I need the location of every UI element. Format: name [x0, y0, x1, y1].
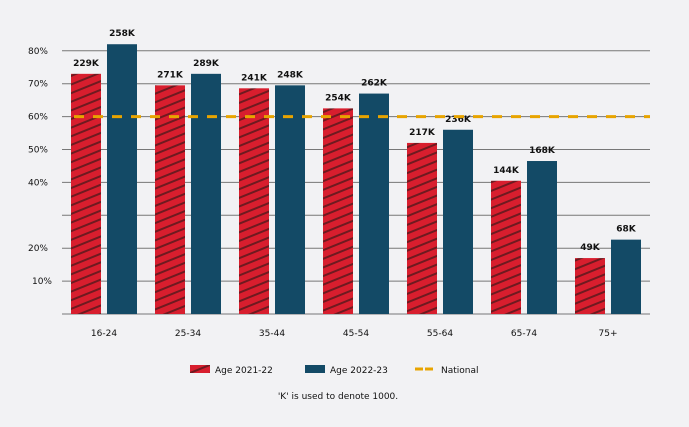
data-label: 229K	[73, 59, 100, 69]
y-tick-label: 70%	[28, 80, 48, 90]
x-tick-label: 45-54	[343, 329, 369, 339]
data-label: 144K	[493, 166, 520, 176]
bar-2021-22	[71, 73, 101, 314]
data-label: 254K	[325, 93, 352, 103]
bar-2022-23	[443, 129, 473, 314]
bar-2022-23	[107, 44, 137, 314]
bar-2021-22	[239, 88, 269, 314]
data-label: 236K	[445, 115, 472, 125]
legend-label: Age 2021-22	[215, 366, 273, 376]
data-label: 49K	[580, 243, 601, 253]
bar-2021-22	[323, 108, 353, 314]
bar-2022-23	[191, 73, 221, 314]
footnote: 'K' is used to denote 1000.	[278, 392, 398, 402]
data-label: 217K	[409, 128, 436, 138]
data-label: 271K	[157, 70, 184, 80]
legend-swatch-2022-23	[305, 365, 325, 373]
bar-2021-22	[491, 180, 521, 314]
legend-swatch-2021-22	[190, 365, 210, 373]
bar-2022-23	[359, 93, 389, 314]
y-tick-label: 80%	[28, 47, 48, 57]
x-tick-label: 25-34	[175, 329, 201, 339]
x-tick-label: 55-64	[427, 329, 453, 339]
y-tick-label: 50%	[28, 146, 48, 156]
data-label: 248K	[277, 70, 304, 80]
bar-2022-23	[527, 161, 557, 314]
x-tick-label: 35-44	[259, 329, 285, 339]
legend-label: National	[441, 366, 479, 376]
bar-2021-22	[155, 85, 185, 314]
x-tick-label: 16-24	[91, 329, 117, 339]
bar-2022-23	[275, 85, 305, 314]
legend-label: Age 2022-23	[330, 366, 388, 376]
data-label: 262K	[361, 79, 388, 89]
x-tick-label: 65-74	[511, 329, 537, 339]
y-tick-label: 10%	[32, 277, 52, 287]
bar-2021-22	[575, 258, 605, 314]
y-tick-label: 60%	[28, 113, 48, 123]
bar-2021-22	[407, 142, 437, 314]
data-label: 241K	[241, 73, 268, 83]
data-label: 289K	[193, 59, 220, 69]
y-tick-label: 40%	[28, 178, 48, 188]
y-tick-label: 20%	[28, 244, 48, 254]
data-label: 168K	[529, 146, 556, 156]
x-tick-label: 75+	[599, 329, 618, 339]
data-label: 68K	[616, 225, 637, 235]
data-label: 258K	[109, 29, 136, 39]
bar-2022-23	[611, 239, 641, 314]
